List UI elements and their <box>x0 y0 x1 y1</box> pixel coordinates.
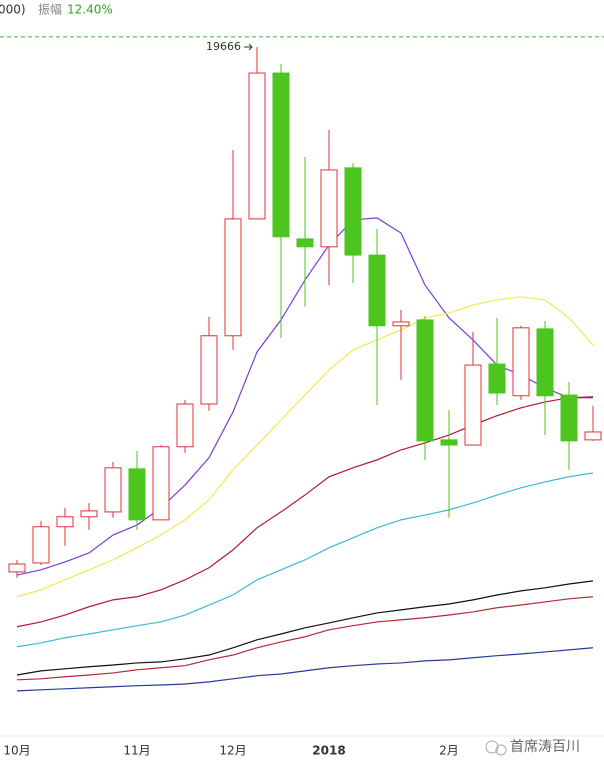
moving-average-line <box>16 647 594 692</box>
x-tick-label: 2018 <box>312 744 345 758</box>
candle-body <box>440 439 458 446</box>
candle-body <box>416 319 434 442</box>
candle-body <box>488 363 506 394</box>
x-tick-label: 12月 <box>219 744 246 758</box>
candle-body <box>56 516 74 528</box>
candle-body <box>104 467 122 513</box>
candle-body <box>320 169 338 248</box>
candle-body <box>248 72 266 220</box>
candle-body <box>344 167 362 256</box>
candle-body <box>560 394 578 442</box>
watermark-icon <box>485 740 507 756</box>
candle-body <box>80 510 98 518</box>
moving-average-line <box>16 472 594 648</box>
max-arrow <box>244 43 253 51</box>
max-label: 19666 <box>206 40 241 53</box>
moving-average-line <box>16 396 594 628</box>
candle-body <box>128 468 146 521</box>
candle-body <box>8 563 26 573</box>
candle-body <box>224 218 242 337</box>
x-tick-label: 2月 <box>439 744 459 758</box>
candle-body <box>368 254 386 327</box>
amplitude-value: 12.40% <box>67 3 113 17</box>
moving-average-line <box>16 580 594 676</box>
candle-body <box>152 446 170 521</box>
candle-body <box>296 238 314 248</box>
candle-body <box>584 431 602 441</box>
candle-body <box>200 335 218 405</box>
moving-average-line <box>16 596 594 681</box>
x-tick-label: 10月 <box>3 744 30 758</box>
candle-body <box>176 403 194 448</box>
candle-body <box>32 526 50 564</box>
candle-body <box>512 327 530 397</box>
candle-body <box>536 328 554 397</box>
x-tick-label: 11月 <box>123 744 150 758</box>
candle-body <box>392 321 410 327</box>
header-cut: 000) <box>0 3 26 17</box>
amplitude-label: 振幅 <box>38 2 62 17</box>
moving-average-line <box>16 296 594 598</box>
candle-body <box>272 72 290 238</box>
watermark: 首席涛百川 <box>510 739 580 755</box>
candle-body <box>464 364 482 446</box>
